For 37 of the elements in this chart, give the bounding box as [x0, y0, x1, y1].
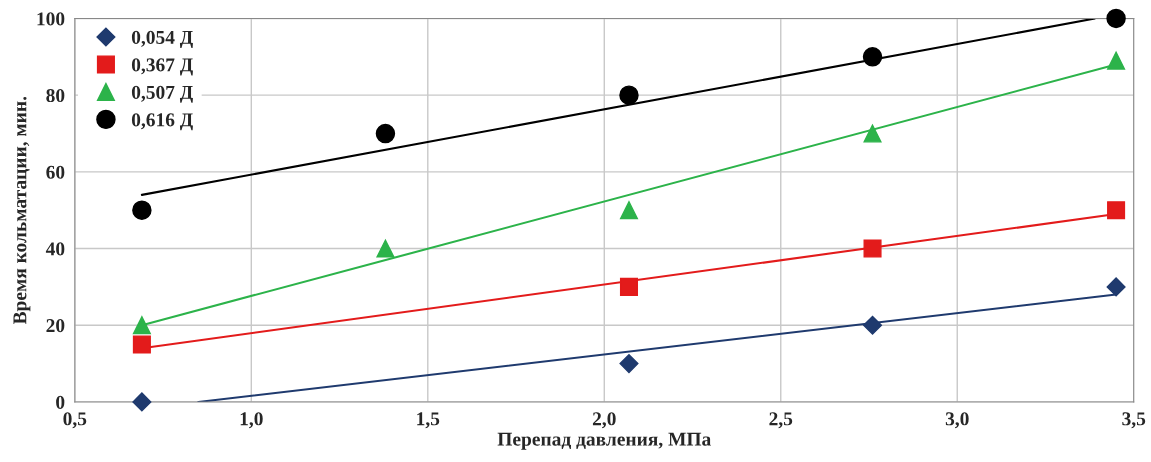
point — [1107, 201, 1126, 220]
x-tick-label: 2,5 — [769, 412, 793, 429]
legend-label: 0,507 Д — [131, 85, 193, 103]
x-axis-title: Перепад давления, МПа — [497, 432, 711, 450]
y-tick-label: 60 — [46, 165, 65, 179]
x-tick-label: 2,0 — [592, 412, 616, 429]
point — [132, 316, 151, 335]
point — [619, 277, 639, 296]
point — [619, 354, 639, 374]
x-tick-label: 1,0 — [240, 412, 263, 429]
point — [862, 47, 883, 67]
x-tick-label: 0,5 — [63, 412, 87, 429]
legend-label: 0,367 Д — [131, 58, 193, 76]
point — [132, 392, 152, 412]
legend-label: 0,616 Д — [131, 113, 193, 131]
x-tick-label: 3,5 — [1122, 412, 1146, 429]
point — [1106, 8, 1126, 29]
point — [619, 201, 639, 220]
y-tick-label: 80 — [46, 88, 65, 103]
point — [619, 85, 639, 105]
y-tick-label: 40 — [45, 242, 65, 256]
x-tick-label: 3,0 — [945, 412, 969, 429]
y-tick-label: 20 — [46, 319, 65, 333]
point — [132, 200, 152, 220]
y-axis-title: Время кольматации, мин. — [13, 96, 31, 325]
point — [863, 124, 882, 143]
point — [376, 239, 395, 258]
point — [1106, 277, 1126, 297]
point — [863, 239, 882, 258]
point — [132, 335, 151, 354]
point — [375, 123, 396, 144]
y-tick-label: 100 — [37, 12, 65, 26]
point — [1107, 51, 1126, 70]
legend-label: 0,054 Д — [131, 30, 193, 48]
point — [863, 315, 883, 335]
y-tick-label: 0 — [56, 395, 65, 409]
x-tick-label: 1,5 — [417, 412, 440, 429]
